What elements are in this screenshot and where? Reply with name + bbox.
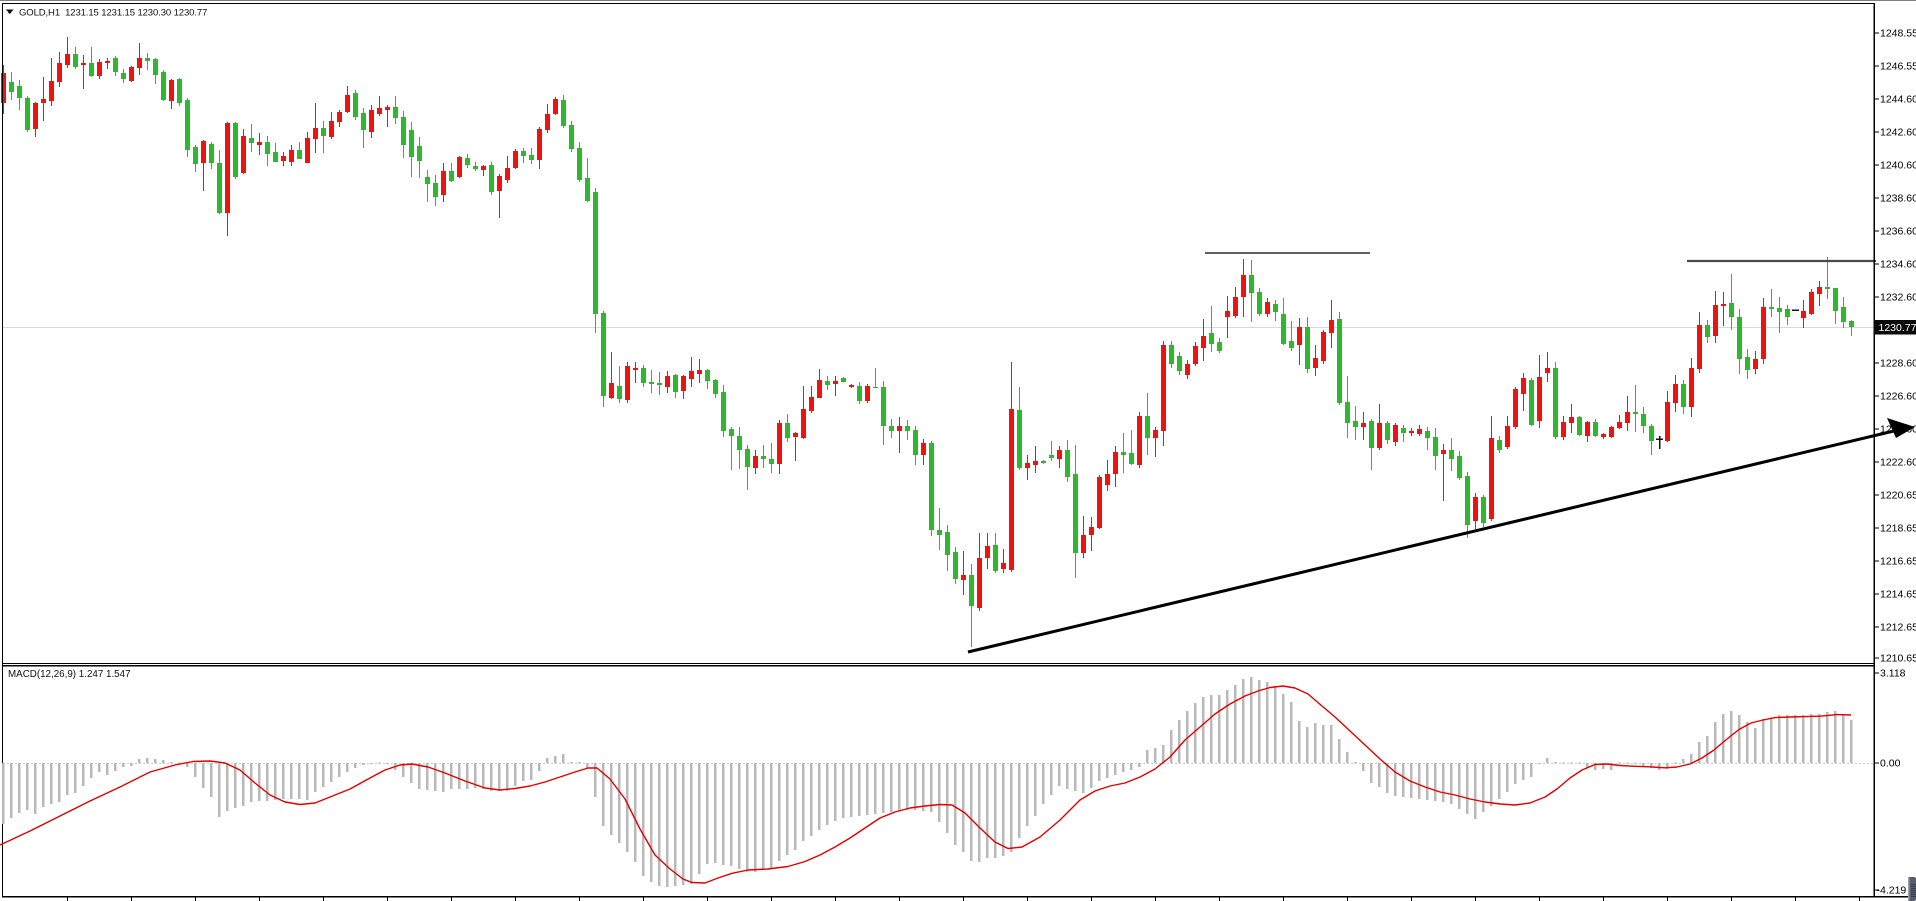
svg-text:1228.60: 1228.60 xyxy=(1880,358,1916,370)
svg-text:-4.219: -4.219 xyxy=(1877,885,1907,897)
svg-text:GOLD,H1 1231.15 1231.15 1230.: GOLD,H1 1231.15 1231.15 1230.30 1230.77 xyxy=(19,8,207,19)
svg-text:1216.65: 1216.65 xyxy=(1880,556,1916,568)
svg-text:1234.60: 1234.60 xyxy=(1880,259,1916,271)
svg-text:1218.65: 1218.65 xyxy=(1880,523,1916,535)
svg-text:1220.65: 1220.65 xyxy=(1880,490,1916,502)
svg-text:1244.60: 1244.60 xyxy=(1880,94,1916,106)
svg-text:MACD(12,26,9) 1.247 1.547: MACD(12,26,9) 1.247 1.547 xyxy=(8,669,131,680)
svg-text:1224.60: 1224.60 xyxy=(1880,424,1916,436)
svg-text:1210.65: 1210.65 xyxy=(1880,653,1916,665)
svg-text:1230.77: 1230.77 xyxy=(1879,322,1916,334)
svg-text:3.118: 3.118 xyxy=(1880,668,1906,680)
svg-text:1246.55: 1246.55 xyxy=(1880,61,1916,73)
svg-text:1236.60: 1236.60 xyxy=(1880,226,1916,238)
svg-text:0.00: 0.00 xyxy=(1880,758,1901,770)
svg-text:1242.60: 1242.60 xyxy=(1880,127,1916,139)
svg-text:1214.65: 1214.65 xyxy=(1880,589,1916,601)
svg-text:1222.60: 1222.60 xyxy=(1880,457,1916,469)
svg-text:1238.60: 1238.60 xyxy=(1880,193,1916,205)
svg-text:1212.65: 1212.65 xyxy=(1880,622,1916,634)
svg-text:1232.60: 1232.60 xyxy=(1880,292,1916,304)
svg-text:1248.55: 1248.55 xyxy=(1880,28,1916,40)
svg-text:1226.60: 1226.60 xyxy=(1880,391,1916,403)
svg-text:1240.60: 1240.60 xyxy=(1880,160,1916,172)
